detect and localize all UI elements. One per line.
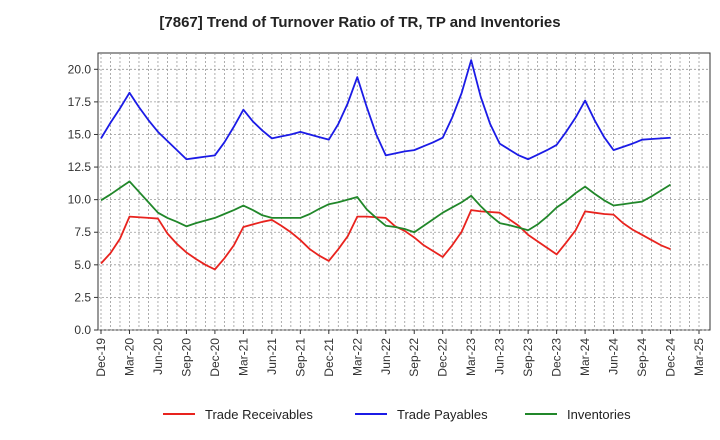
x-tick-label: Mar-23 xyxy=(464,338,478,376)
x-tick-label: Dec-24 xyxy=(664,338,678,377)
x-tick-label: Dec-20 xyxy=(208,338,222,377)
y-tick-label: 12.5 xyxy=(68,160,92,174)
x-tick-label: Sep-24 xyxy=(635,338,649,377)
legend: Trade Receivables Trade Payables Inventori… xyxy=(163,407,631,422)
x-tick-label: Mar-24 xyxy=(578,338,592,376)
x-tick-label: Mar-21 xyxy=(236,338,250,376)
plot-area xyxy=(97,52,711,331)
y-tick-label: 5.0 xyxy=(74,258,91,272)
x-tick-label: Jun-20 xyxy=(151,338,165,375)
legend-label: Inventories xyxy=(567,407,631,422)
grid-lines xyxy=(98,53,710,331)
y-tick-label: 20.0 xyxy=(68,62,92,76)
x-tick-label: Jun-21 xyxy=(265,338,279,375)
x-tick-label: Jun-23 xyxy=(493,338,507,375)
y-tick-label: 0.0 xyxy=(74,323,91,337)
y-tick-label: 17.5 xyxy=(68,95,92,109)
chart-title: [7867] Trend of Turnover Ratio of TR, TP… xyxy=(159,14,561,31)
series-line-trade-payables xyxy=(100,59,671,161)
x-tick-label: Mar-25 xyxy=(692,338,706,376)
x-tick-label: Sep-20 xyxy=(179,338,193,377)
y-axis-ticks: 0.0 2.5 5.0 7.5 10.0 12.5 15.0 17.5 20.0 xyxy=(68,62,98,337)
x-tick-label: Dec-23 xyxy=(550,338,564,377)
series-line-trade-receivables xyxy=(100,209,671,271)
legend-label: Trade Receivables xyxy=(205,407,313,422)
x-tick-label: Sep-22 xyxy=(407,338,421,377)
x-tick-label: Mar-20 xyxy=(122,338,136,376)
y-tick-label: 7.5 xyxy=(74,225,91,239)
x-tick-label: Sep-23 xyxy=(521,338,535,377)
x-tick-label: Sep-21 xyxy=(293,338,307,377)
x-tick-label: Jun-24 xyxy=(607,338,621,375)
x-tick-label: Dec-21 xyxy=(322,338,336,377)
y-tick-label: 15.0 xyxy=(68,127,92,141)
legend-label: Trade Payables xyxy=(397,407,488,422)
x-tick-label: Jun-22 xyxy=(379,338,393,375)
x-tick-label: Dec-22 xyxy=(436,338,450,377)
y-tick-label: 2.5 xyxy=(74,290,91,304)
x-axis-ticks: Dec-19 Mar-20 Jun-20 Sep-20 Dec-20 Mar-21 Jun-… xyxy=(94,330,706,377)
x-tick-label: Mar-22 xyxy=(350,338,364,376)
y-tick-label: 10.0 xyxy=(68,193,92,207)
x-tick-label: Dec-19 xyxy=(94,338,108,377)
series-lines xyxy=(100,59,671,271)
series-line-inventories xyxy=(100,180,671,234)
